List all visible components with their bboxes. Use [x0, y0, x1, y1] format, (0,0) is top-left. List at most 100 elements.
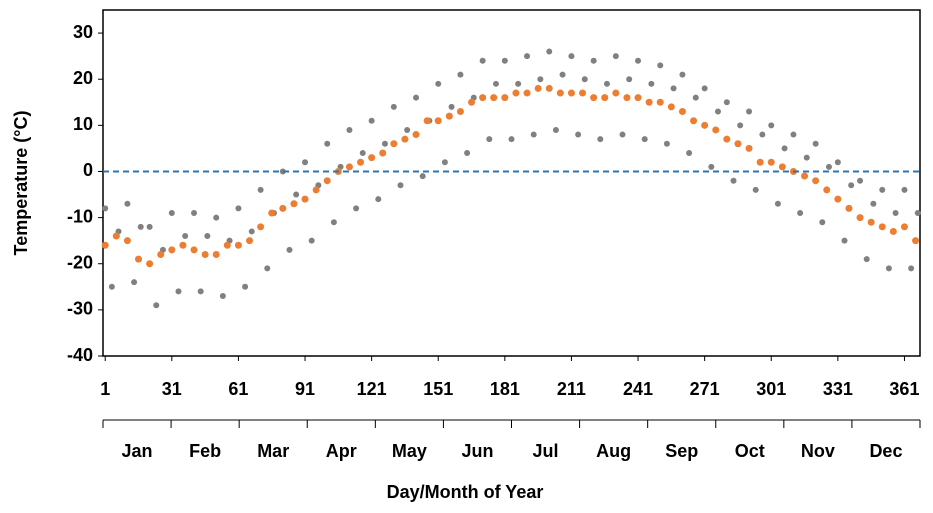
x-tick-label: 271: [690, 379, 720, 399]
x-axis-label: Day/Month of Year: [387, 482, 544, 502]
y-tick-label: 10: [73, 114, 93, 134]
point: [678, 107, 686, 115]
point: [368, 117, 375, 124]
point: [567, 89, 575, 97]
point: [834, 195, 842, 203]
point: [353, 205, 360, 212]
point: [737, 122, 744, 129]
point: [515, 80, 522, 87]
point: [379, 149, 387, 157]
point: [774, 200, 781, 207]
point: [359, 150, 366, 157]
point: [381, 140, 388, 147]
point: [756, 158, 764, 166]
month-label: Sep: [665, 441, 698, 461]
point: [768, 122, 775, 129]
point: [845, 204, 853, 212]
point: [834, 159, 841, 166]
point: [612, 89, 620, 97]
point: [146, 223, 153, 230]
point: [445, 112, 453, 120]
point: [204, 233, 211, 240]
x-tick-label: 241: [623, 379, 653, 399]
point: [734, 140, 742, 148]
point: [746, 108, 753, 115]
point: [468, 98, 476, 106]
point: [302, 159, 309, 166]
point: [878, 223, 886, 231]
y-tick-label: 0: [83, 160, 93, 180]
point: [848, 182, 855, 189]
point: [257, 223, 265, 231]
x-tick-label: 61: [228, 379, 248, 399]
point: [801, 172, 809, 180]
point: [456, 107, 464, 115]
point: [908, 265, 915, 272]
point: [670, 85, 677, 92]
point: [175, 288, 182, 295]
point: [131, 279, 138, 286]
point: [590, 94, 598, 102]
point: [375, 196, 382, 203]
point: [603, 80, 610, 87]
point: [601, 94, 609, 102]
point: [486, 136, 493, 143]
point: [879, 186, 886, 193]
point: [346, 126, 353, 133]
y-tick-label: -10: [67, 206, 93, 226]
point: [914, 209, 921, 216]
point: [797, 209, 804, 216]
point: [626, 76, 633, 83]
point: [900, 223, 908, 231]
point: [635, 57, 642, 64]
point: [841, 237, 848, 244]
point: [345, 163, 353, 171]
point: [857, 177, 864, 184]
point: [524, 53, 531, 60]
point: [686, 150, 693, 157]
point: [781, 145, 788, 152]
point: [290, 200, 298, 208]
point: [390, 103, 397, 110]
point: [623, 94, 631, 102]
point: [457, 71, 464, 78]
point: [645, 98, 653, 106]
point: [501, 94, 509, 102]
point: [778, 163, 786, 171]
x-tick-label: 1: [100, 379, 110, 399]
point: [264, 265, 271, 272]
point: [534, 84, 542, 92]
point: [537, 76, 544, 83]
point: [413, 94, 420, 101]
point: [448, 103, 455, 110]
point: [435, 80, 442, 87]
point: [197, 288, 204, 295]
point: [234, 241, 242, 249]
point: [730, 177, 737, 184]
month-label: Oct: [735, 441, 765, 461]
month-label: Feb: [189, 441, 221, 461]
point: [667, 103, 675, 111]
point: [885, 265, 892, 272]
point: [579, 89, 587, 97]
point: [312, 186, 320, 194]
point: [641, 136, 648, 143]
point: [179, 241, 187, 249]
month-label: Jun: [461, 441, 493, 461]
point: [556, 89, 564, 97]
point: [597, 136, 604, 143]
point: [213, 214, 220, 221]
point: [464, 150, 471, 157]
y-tick-label: 30: [73, 22, 93, 42]
month-label: May: [392, 441, 427, 461]
point: [812, 177, 820, 185]
point: [123, 237, 131, 245]
point: [656, 98, 664, 106]
point: [545, 84, 553, 92]
point: [912, 237, 920, 245]
point: [825, 163, 832, 170]
point: [714, 108, 721, 115]
y-tick-label: 20: [73, 68, 93, 88]
point: [546, 48, 553, 55]
